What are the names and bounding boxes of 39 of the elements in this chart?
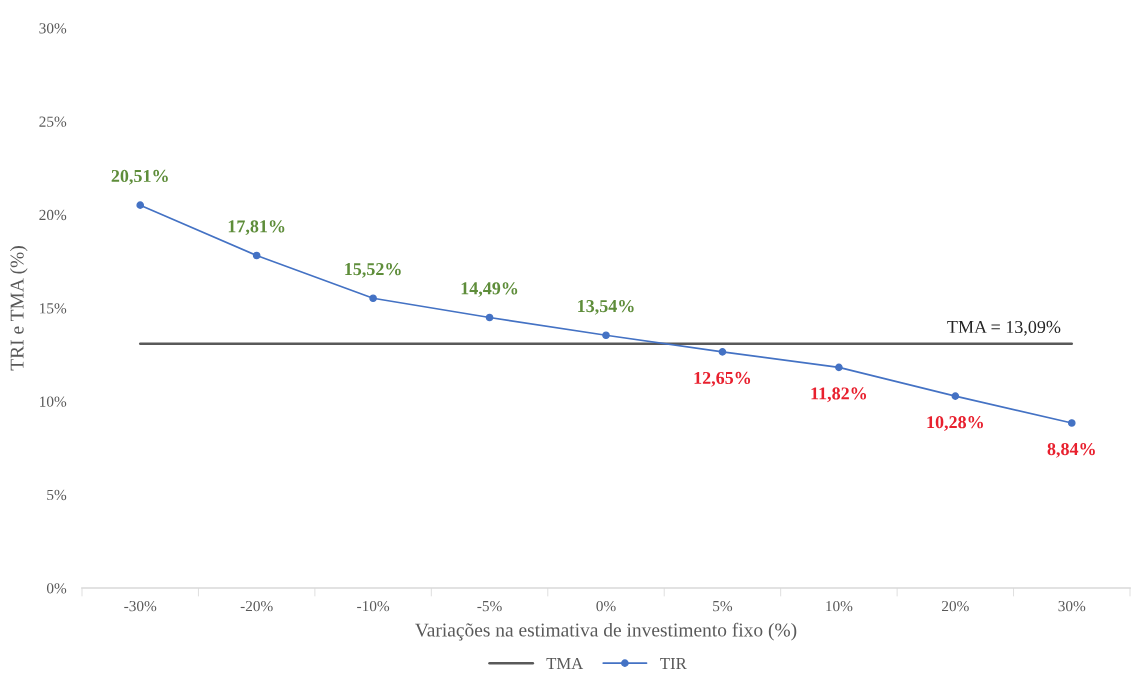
y-tick-label: 30%: [39, 23, 67, 34]
x-tick-label: -20%: [240, 600, 273, 612]
point: [252, 251, 261, 260]
y-tick-label: 10%: [40, 396, 67, 407]
x-tick-label: 20%: [942, 600, 969, 612]
x-tick-label: -30%: [124, 600, 157, 612]
data-label: 13,54%: [578, 299, 634, 315]
x-tick-label: 0%: [596, 600, 616, 612]
data-label: 17,81%: [228, 220, 285, 236]
data-label: 8,84%: [1047, 442, 1095, 458]
point: [951, 392, 960, 400]
y-tick-label: 15%: [40, 303, 67, 314]
x-tick-label: 5%: [713, 600, 733, 612]
x-axis-title: Variações na estimativa de investimento fixo (%): [415, 622, 797, 641]
x-tick-label: -10%: [357, 600, 390, 612]
data-label: 15,52%: [345, 263, 401, 278]
y-tick-label: 0%: [46, 583, 67, 594]
x-tick-label: -5%: [477, 600, 502, 612]
y-tick-label: 20%: [39, 209, 67, 221]
legend-label: TIR: [660, 658, 687, 669]
point: [1067, 419, 1076, 427]
data-label: 20,51%: [111, 169, 168, 185]
point: [485, 313, 494, 322]
data-label: 12,65%: [694, 371, 751, 387]
x-tick-label: 30%: [1058, 600, 1086, 612]
annotation: TMA = 13,09%: [947, 320, 1061, 336]
point: [602, 331, 610, 340]
data-label: 11,82%: [811, 387, 867, 403]
data-label: 14,49%: [461, 282, 518, 298]
point: [718, 348, 727, 356]
y-axis-title: TRI e TMA (%): [9, 246, 28, 371]
legend-label: TMA: [546, 657, 584, 669]
data-label: 10,28%: [927, 416, 983, 431]
point: [369, 294, 377, 303]
y-tick-label: 25%: [39, 116, 67, 127]
y-tick-label: 5%: [47, 489, 67, 501]
point: [835, 363, 843, 372]
point: [136, 201, 145, 209]
x-tick-label: 10%: [826, 600, 853, 612]
